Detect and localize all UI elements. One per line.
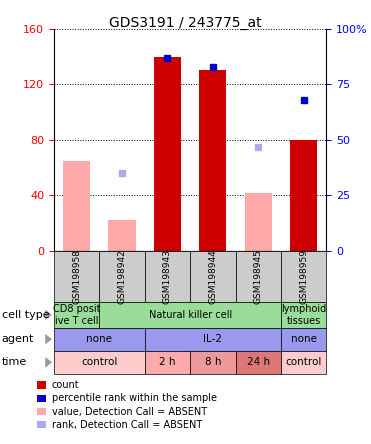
Text: GSM198944: GSM198944 <box>209 249 217 304</box>
Text: rank, Detection Call = ABSENT: rank, Detection Call = ABSENT <box>52 420 202 430</box>
Bar <box>108 220 136 251</box>
Text: cell type: cell type <box>2 310 49 320</box>
Text: 2 h: 2 h <box>159 357 175 367</box>
Text: count: count <box>52 380 79 390</box>
Text: GSM198943: GSM198943 <box>163 249 172 304</box>
Text: 24 h: 24 h <box>247 357 270 367</box>
Text: Natural killer cell: Natural killer cell <box>148 310 232 320</box>
Text: percentile rank within the sample: percentile rank within the sample <box>52 393 217 403</box>
Text: GSM198958: GSM198958 <box>72 249 81 304</box>
Text: none: none <box>291 334 317 344</box>
Text: none: none <box>86 334 112 344</box>
Bar <box>245 193 272 251</box>
Text: GSM198942: GSM198942 <box>118 249 127 304</box>
Text: control: control <box>286 357 322 367</box>
Bar <box>199 71 226 251</box>
Text: IL-2: IL-2 <box>203 334 222 344</box>
Text: lymphoid
tissues: lymphoid tissues <box>281 304 326 325</box>
Text: time: time <box>2 357 27 367</box>
Text: control: control <box>81 357 118 367</box>
Text: GDS3191 / 243775_at: GDS3191 / 243775_at <box>109 16 262 30</box>
Text: 8 h: 8 h <box>205 357 221 367</box>
Text: GSM198959: GSM198959 <box>299 249 308 304</box>
Bar <box>290 140 317 251</box>
Text: CD8 posit
ive T cell: CD8 posit ive T cell <box>53 304 100 325</box>
Bar <box>63 161 90 251</box>
Text: value, Detection Call = ABSENT: value, Detection Call = ABSENT <box>52 407 207 416</box>
Bar <box>154 56 181 251</box>
Text: agent: agent <box>2 334 34 344</box>
Text: GSM198945: GSM198945 <box>254 249 263 304</box>
